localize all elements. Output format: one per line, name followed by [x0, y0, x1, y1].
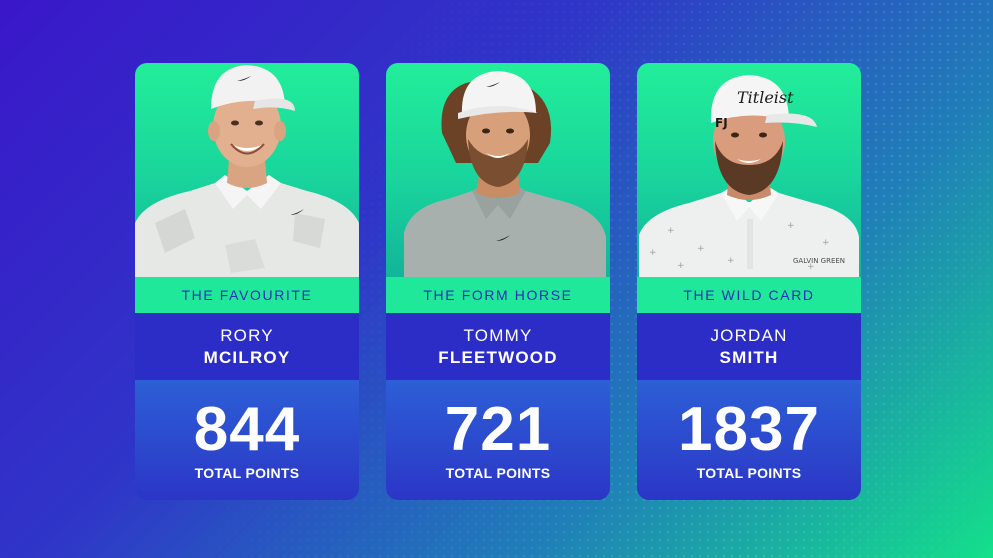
- svg-text:+: +: [787, 221, 795, 231]
- player-name: TOMMY FLEETWOOD: [386, 313, 610, 380]
- player-name: RORY MCILROY: [135, 313, 359, 380]
- svg-text:+: +: [677, 261, 685, 271]
- svg-text:+: +: [667, 226, 675, 236]
- points-panel: 1837 TOTAL POINTS: [637, 380, 861, 500]
- points-value: 721: [444, 395, 552, 464]
- player-first-name: RORY: [220, 326, 274, 346]
- points-label: TOTAL POINTS: [445, 465, 551, 481]
- card-tag: THE FAVOURITE: [135, 277, 359, 313]
- player-first-name: JORDAN: [710, 326, 788, 346]
- player-first-name: TOMMY: [463, 326, 533, 346]
- points-panel: 844 TOTAL POINTS: [135, 380, 359, 500]
- player-card-smith[interactable]: + + + + + + + + GALVIN GREEN Titleist FJ…: [637, 63, 861, 500]
- player-card-mcilroy[interactable]: THE FAVOURITE RORY MCILROY 844 TOTAL POI…: [135, 63, 359, 500]
- points-value: 1837: [678, 395, 820, 464]
- points-label: TOTAL POINTS: [194, 465, 300, 481]
- svg-text:+: +: [822, 238, 830, 248]
- svg-text:+: +: [697, 244, 705, 254]
- points-label: TOTAL POINTS: [696, 465, 802, 481]
- card-tag: THE WILD CARD: [637, 277, 861, 313]
- points-panel: 721 TOTAL POINTS: [386, 380, 610, 500]
- player-name: JORDAN SMITH: [637, 313, 861, 380]
- player-card-fleetwood[interactable]: THE FORM HORSE TOMMY FLEETWOOD 721 TOTAL…: [386, 63, 610, 500]
- shirt-logo: GALVIN GREEN: [793, 257, 845, 265]
- svg-text:+: +: [807, 262, 815, 272]
- player-photo-mcilroy: [135, 65, 359, 277]
- cap-side-logo: FJ: [715, 116, 728, 130]
- card-tag: THE FORM HORSE: [386, 277, 610, 313]
- points-value: 844: [193, 395, 301, 464]
- player-last-name: MCILROY: [203, 347, 291, 367]
- player-last-name: SMITH: [719, 347, 779, 367]
- player-photo-smith: + + + + + + + + GALVIN GREEN Titleist FJ: [639, 75, 859, 277]
- svg-text:+: +: [727, 256, 735, 266]
- cap-logo: Titleist: [737, 88, 794, 107]
- svg-text:+: +: [649, 248, 657, 258]
- player-last-name: FLEETWOOD: [438, 347, 558, 367]
- player-photo-fleetwood: [404, 71, 606, 277]
